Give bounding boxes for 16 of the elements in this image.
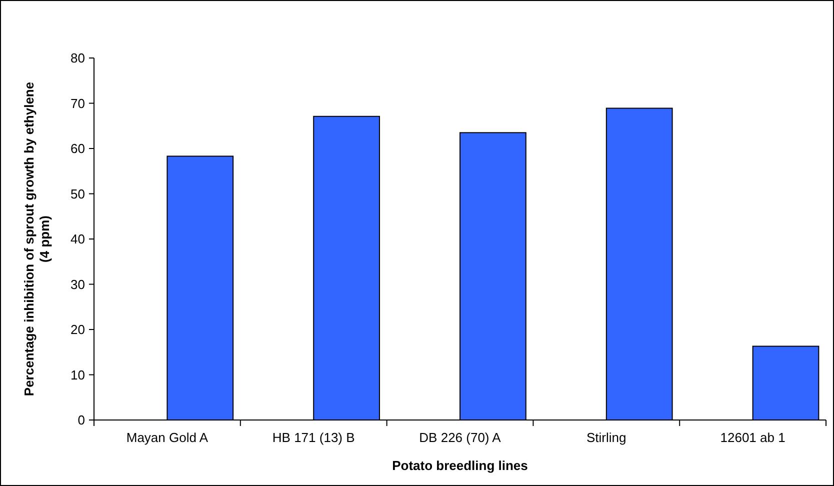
y-tick-label: 20 (70, 322, 85, 338)
x-tick-label: HB 171 (13) B (272, 430, 355, 445)
y-tick-label: 80 (70, 50, 85, 66)
y-tick-label: 30 (70, 276, 85, 292)
x-tick-label: 12601 ab 1 (720, 430, 786, 445)
y-tick-label: 40 (70, 232, 85, 247)
y-tick-label: 10 (70, 367, 85, 382)
y-axis-title: Percentage inhibition of sprout growth by ethylene (4 ppm) (21, 82, 52, 396)
y-tick-label: 70 (70, 96, 85, 111)
x-axis-title: Potato breedling lines (392, 458, 528, 473)
y-tick-label: 50 (70, 186, 85, 202)
x-tick-label: DB 226 (70) A (419, 430, 502, 445)
y-tick-label: 0 (78, 412, 85, 428)
y-tick-label: 60 (70, 141, 85, 156)
x-tick-label: Stirling (586, 430, 626, 445)
x-tick-label: Mayan Gold A (126, 430, 208, 445)
